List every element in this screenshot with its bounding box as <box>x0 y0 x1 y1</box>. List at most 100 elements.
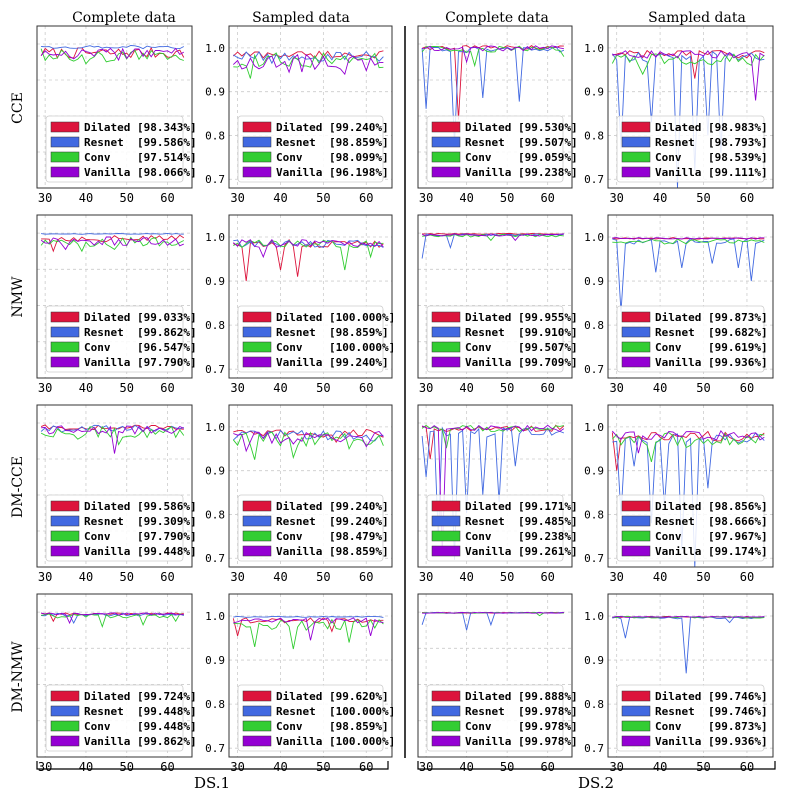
x-tick-label-3: 60 <box>740 570 754 584</box>
legend-label-resnet: Resnet [99.586%] <box>84 136 197 149</box>
panel-frame <box>228 25 393 189</box>
legend-label-dilated: Dilated [99.955%] <box>465 311 578 324</box>
legend-label-resnet: Resnet [99.978%] <box>465 705 578 718</box>
legend: Dilated [99.955%] Resnet [99.910%] Conv [9… <box>426 305 578 373</box>
legend-label-dilated: Dilated [99.033%] <box>84 311 197 324</box>
column-headers: Complete data Sampled data Complete data… <box>72 10 746 26</box>
y-tick-label-3: 1.0 <box>584 610 604 623</box>
legend-label-vanilla: Vanilla [99.448%] <box>84 545 197 558</box>
legend-label-dilated: Dilated [98.983%] <box>655 121 768 134</box>
series-lines <box>612 615 765 674</box>
series-line-resnet <box>41 45 185 50</box>
x-tick-label-1: 40 <box>79 570 93 584</box>
legend-label-conv: Conv [97.967%] <box>655 530 768 543</box>
legend: Dilated [99.033%] Resnet [99.862%] Conv [9… <box>45 305 197 373</box>
y-tick-label-0: 0.7 <box>584 363 604 376</box>
panel-frame <box>417 593 573 758</box>
legend-swatch-conv <box>50 341 80 353</box>
series-line-conv <box>422 233 564 242</box>
legend-swatch-vanilla <box>431 166 461 178</box>
legend-label-vanilla: Vanilla [96.198%] <box>276 166 389 179</box>
legend-label-dilated: Dilated [98.856%] <box>655 500 768 513</box>
panel-dm-nmw-0: 30 40 50 60 Dilated [99.724%] Resnet [99.448%… <box>36 593 197 774</box>
x-tick-label-2: 50 <box>500 760 514 774</box>
series-line-vanilla <box>422 45 564 64</box>
legend-swatch-vanilla <box>621 545 651 557</box>
legend-box <box>45 305 184 373</box>
x-tick-label-2: 50 <box>500 191 514 205</box>
legend-box <box>426 115 564 183</box>
column-header-3: Sampled data <box>648 10 746 26</box>
series-line-vanilla <box>422 611 564 614</box>
legend-swatch-resnet <box>50 326 80 338</box>
legend-label-resnet: Resnet [99.485%] <box>465 515 578 528</box>
series-line-dilated <box>232 617 384 637</box>
legend-box <box>426 494 564 562</box>
legend-swatch-resnet <box>621 515 651 527</box>
legend-label-dilated: Dilated [99.724%] <box>84 690 197 703</box>
panel-cce-3: 30 40 50 60 0.7 0.8 0.9 1.0 Dilated [98.983%] Res… <box>584 25 774 205</box>
series-lines <box>421 424 565 560</box>
legend: Dilated [99.240%] Resnet [98.859%] Conv [9… <box>237 115 389 183</box>
row-labels: CCE NMW DM-CCE DM-NMW <box>10 92 26 712</box>
group-bracket-ds2: DS.2 <box>417 761 776 792</box>
series-lines <box>232 50 384 79</box>
legend-label-vanilla: Vanilla [99.936%] <box>655 356 768 369</box>
legend-label-dilated: Dilated [99.873%] <box>655 311 768 324</box>
group-bracket-ds1: DS.1 <box>36 761 389 792</box>
x-tick-label-2: 50 <box>696 570 710 584</box>
legend-swatch-dilated <box>621 690 651 702</box>
series-line-dilated <box>612 49 765 79</box>
legend-label-conv: Conv [98.099%] <box>276 151 389 164</box>
x-tick-label-0: 30 <box>230 191 244 205</box>
panel-cce-1: 30 40 50 60 0.7 0.8 0.9 1.0 Dilated [99.240%] Res… <box>205 25 393 205</box>
legend-box <box>237 684 384 752</box>
legend-swatch-conv <box>50 151 80 163</box>
series-line-dilated <box>422 424 565 460</box>
legend-box <box>426 684 564 752</box>
panel-frame <box>607 593 774 758</box>
x-tick-label-2: 50 <box>696 381 710 395</box>
series-line-resnet <box>40 424 184 433</box>
column-header-0: Complete data <box>72 10 176 26</box>
series-line-resnet <box>612 616 765 674</box>
y-tick-label-3: 1.0 <box>584 231 604 244</box>
legend-swatch-conv <box>431 720 461 732</box>
legend-swatch-vanilla <box>242 735 272 747</box>
legend-label-dilated: Dilated [99.171%] <box>465 500 578 513</box>
legend-swatch-dilated <box>431 311 461 323</box>
legend-swatch-conv <box>242 151 272 163</box>
series-line-conv <box>233 618 384 650</box>
legend-swatch-vanilla <box>50 356 80 368</box>
x-tick-label-1: 40 <box>273 191 287 205</box>
x-tick-label-1: 40 <box>459 381 473 395</box>
legend: Dilated [99.724%] Resnet [99.448%] Conv [9… <box>45 684 197 752</box>
series-line-conv <box>612 238 765 245</box>
x-tick-label-2: 50 <box>120 381 134 395</box>
x-tick-label-3: 60 <box>740 191 754 205</box>
y-tick-label-2: 0.9 <box>205 86 225 99</box>
legend: Dilated [99.171%] Resnet [99.485%] Conv [9… <box>426 494 578 562</box>
row-label-0: CCE <box>10 92 26 124</box>
series-line-vanilla <box>612 50 765 101</box>
panel-frame <box>228 214 393 379</box>
legend-box <box>237 494 384 562</box>
legend-label-conv: Conv [98.539%] <box>655 151 768 164</box>
x-tick-label-0: 30 <box>419 760 433 774</box>
x-tick-label-3: 60 <box>160 760 174 774</box>
x-tick-label-0: 30 <box>419 191 433 205</box>
legend-swatch-vanilla <box>621 356 651 368</box>
panel-dm-cce-1: 30 40 50 60 0.7 0.8 0.9 1.0 Dilated [99.240%] Res… <box>205 404 393 584</box>
y-tick-label-2: 0.9 <box>205 275 225 288</box>
legend-label-dilated: Dilated [99.888%] <box>465 690 578 703</box>
legend-label-conv: Conv [96.547%] <box>84 341 197 354</box>
legend-swatch-dilated <box>621 500 651 512</box>
panel-nmw-1: 30 40 50 60 0.7 0.8 0.9 1.0 Dilated [100.000%] Re… <box>205 214 395 395</box>
series-line-conv <box>611 432 765 463</box>
x-tick-label-0: 30 <box>38 760 52 774</box>
legend-box <box>616 305 765 373</box>
series-line-resnet <box>421 45 565 145</box>
legend-swatch-dilated <box>431 690 461 702</box>
x-tick-label-3: 60 <box>359 191 373 205</box>
panel-dm-cce-3: 30 40 50 60 0.7 0.8 0.9 1.0 Dilated [98.856%] Res… <box>584 404 774 584</box>
